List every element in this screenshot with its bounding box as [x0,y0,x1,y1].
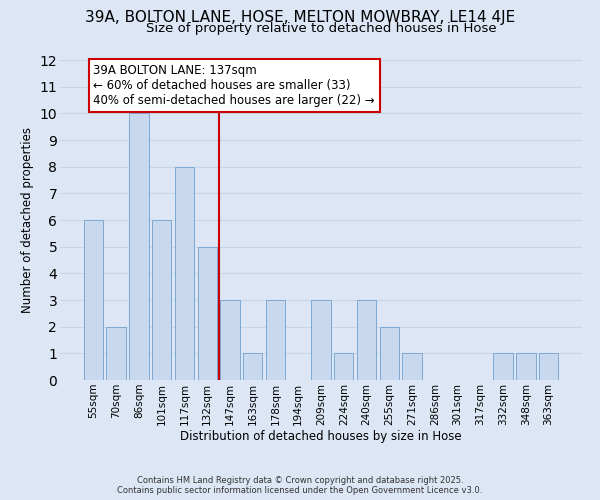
Bar [493,354,513,380]
Title: Size of property relative to detached houses in Hose: Size of property relative to detached ho… [146,22,496,35]
X-axis label: Distribution of detached houses by size in Hose: Distribution of detached houses by size … [180,430,462,444]
Bar [152,220,172,380]
Bar [106,326,126,380]
Bar [357,300,376,380]
Bar [243,354,262,380]
Bar [516,354,536,380]
Text: 39A, BOLTON LANE, HOSE, MELTON MOWBRAY, LE14 4JE: 39A, BOLTON LANE, HOSE, MELTON MOWBRAY, … [85,10,515,25]
Bar [539,354,558,380]
Bar [175,166,194,380]
Bar [220,300,239,380]
Bar [266,300,285,380]
Text: 39A BOLTON LANE: 137sqm
← 60% of detached houses are smaller (33)
40% of semi-de: 39A BOLTON LANE: 137sqm ← 60% of detache… [94,64,375,107]
Bar [334,354,353,380]
Bar [129,114,149,380]
Bar [403,354,422,380]
Bar [311,300,331,380]
Y-axis label: Number of detached properties: Number of detached properties [21,127,34,313]
Text: Contains HM Land Registry data © Crown copyright and database right 2025.
Contai: Contains HM Land Registry data © Crown c… [118,476,482,495]
Bar [84,220,103,380]
Bar [197,246,217,380]
Bar [380,326,399,380]
